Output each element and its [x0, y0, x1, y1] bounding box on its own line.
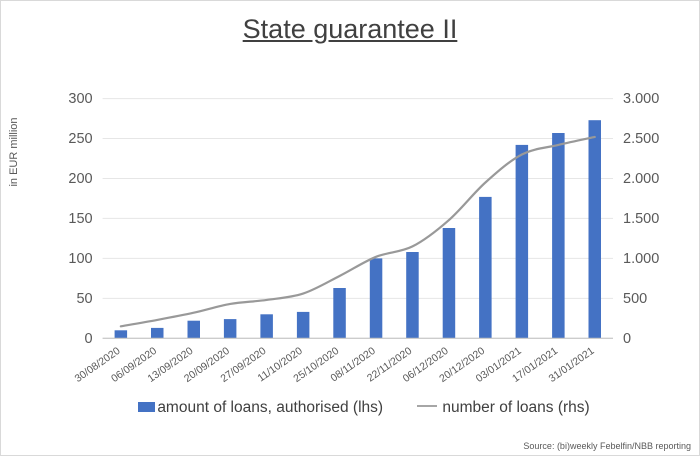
svg-text:250: 250 [68, 131, 92, 147]
svg-text:1.500: 1.500 [623, 211, 659, 227]
svg-text:0: 0 [85, 331, 93, 347]
svg-text:3.000: 3.000 [623, 91, 659, 107]
svg-text:100: 100 [68, 251, 92, 267]
svg-text:0: 0 [623, 331, 631, 347]
svg-text:200: 200 [68, 171, 92, 187]
svg-text:50: 50 [76, 291, 92, 307]
svg-text:500: 500 [623, 291, 647, 307]
svg-text:300: 300 [68, 91, 92, 107]
svg-text:150: 150 [68, 211, 92, 227]
svg-text:2.000: 2.000 [623, 171, 659, 187]
svg-text:2.500: 2.500 [623, 131, 659, 147]
svg-text:1.000: 1.000 [623, 251, 659, 267]
